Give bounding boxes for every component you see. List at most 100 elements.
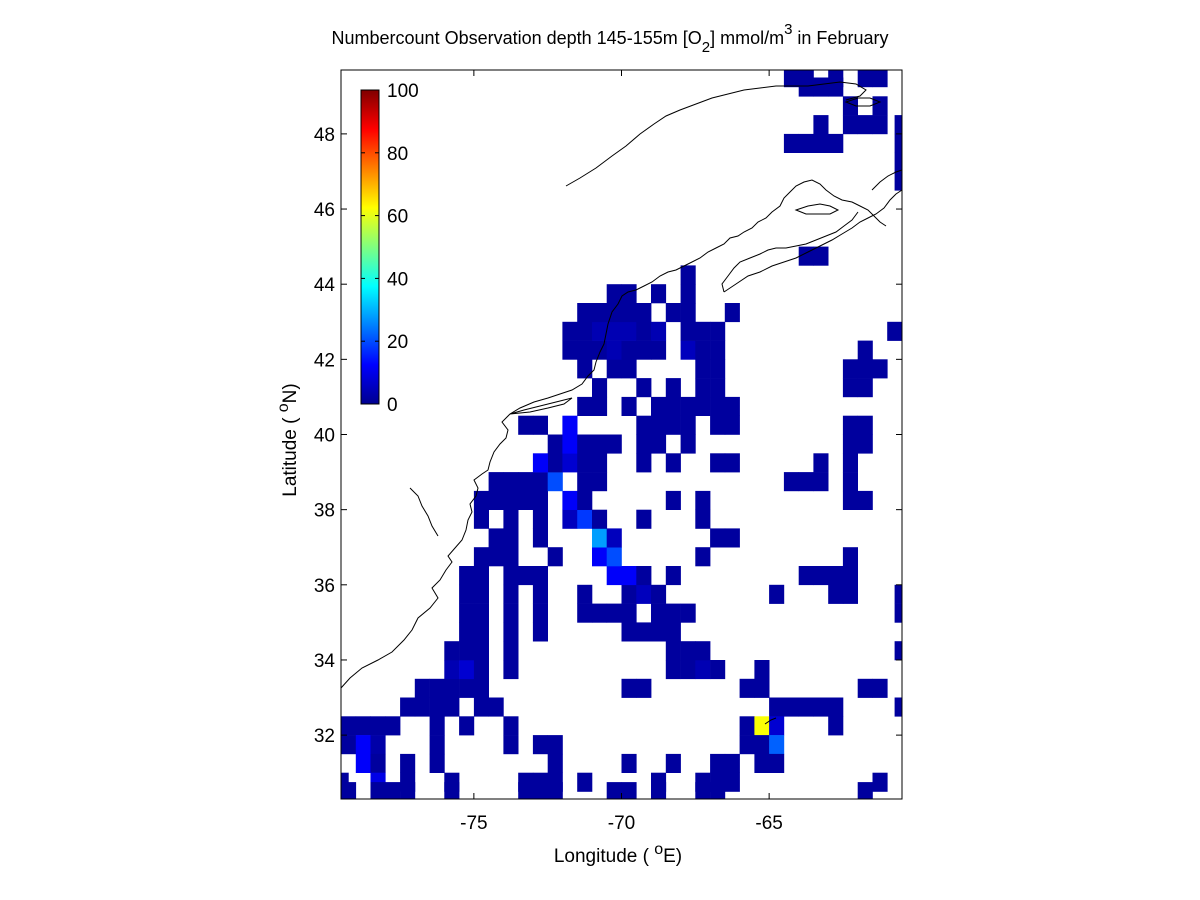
heatmap-cell <box>547 434 563 454</box>
heatmap-cell <box>636 509 652 529</box>
heatmap-cell <box>872 96 888 116</box>
heatmap-cell <box>473 566 489 586</box>
heatmap-cell <box>621 678 637 698</box>
heatmap-cell <box>503 472 519 492</box>
heatmap-cell <box>562 340 578 360</box>
heatmap-cell <box>872 678 888 698</box>
heatmap-cell <box>385 782 401 800</box>
heatmap-cell <box>783 133 799 153</box>
heatmap-cell <box>680 660 696 680</box>
heatmap-cell <box>754 716 770 736</box>
heatmap-cell <box>710 415 726 435</box>
heatmap-cell <box>592 509 608 529</box>
us-coastline <box>340 179 887 689</box>
heatmap-cell <box>651 782 667 800</box>
heatmap-cell <box>680 603 696 623</box>
heatmap-cell <box>636 584 652 604</box>
heatmap-cell <box>621 603 637 623</box>
heatmap-cell <box>532 415 548 435</box>
heatmap-cell <box>606 434 622 454</box>
heatmap-cell <box>798 566 814 586</box>
heatmap-cell <box>651 396 667 416</box>
heatmap-cell <box>710 753 726 773</box>
heatmap-cell <box>547 453 563 473</box>
heatmap-cell <box>592 472 608 492</box>
gulf-st-lawrence-coast <box>565 81 867 187</box>
heatmap-cell <box>813 115 829 135</box>
heatmap-cell <box>680 434 696 454</box>
heatmap-cell <box>695 782 711 800</box>
heatmap-cell <box>651 321 667 341</box>
heatmap-cell <box>414 678 430 698</box>
heatmap-cell <box>754 753 770 773</box>
heatmap-cell <box>651 340 667 360</box>
heatmap-cell <box>429 678 445 698</box>
heatmap-cell <box>459 584 475 604</box>
heatmap-cell <box>400 753 416 773</box>
x-axis-label: Longitude ( oE) <box>554 841 682 867</box>
heatmap-cell <box>532 584 548 604</box>
heatmap-cell <box>532 528 548 548</box>
heatmap-cell <box>695 321 711 341</box>
heatmap-cell <box>621 782 637 800</box>
heatmap-cell <box>651 434 667 454</box>
heatmap-cell <box>828 133 844 153</box>
y-tick-label: 40 <box>314 426 335 447</box>
heatmap-cell <box>695 490 711 510</box>
heatmap-cell <box>606 528 622 548</box>
heatmap-cell <box>621 321 637 341</box>
heatmap-cell <box>894 171 903 191</box>
colorbar-tick-label: 40 <box>387 269 408 290</box>
heatmap-cell <box>444 697 460 717</box>
heatmap-cell <box>813 453 829 473</box>
heatmap-cell <box>532 472 548 492</box>
heatmap-cell <box>665 396 681 416</box>
heatmap-cell <box>636 415 652 435</box>
heatmap-cell <box>651 584 667 604</box>
heatmap-cell <box>606 359 622 379</box>
heatmap-cell <box>665 753 681 773</box>
heatmap-cell <box>828 716 844 736</box>
heatmap-cell <box>665 660 681 680</box>
heatmap-cell <box>798 70 814 88</box>
heatmap-cell <box>547 547 563 567</box>
cape-breton-outline <box>871 169 903 191</box>
heatmap-cell <box>459 566 475 586</box>
heatmap-cell <box>828 697 844 717</box>
anticosti-outline <box>844 97 882 107</box>
heatmap-cell <box>695 547 711 567</box>
colorbar-tick-label: 20 <box>387 332 408 353</box>
heatmap-cell <box>857 415 873 435</box>
heatmap-cell <box>798 472 814 492</box>
heatmap-cell <box>577 340 593 360</box>
heatmap-cell <box>665 566 681 586</box>
heatmap-cell <box>562 453 578 473</box>
heatmap-cell <box>842 434 858 454</box>
heatmap-cell <box>473 641 489 661</box>
heatmap-cell <box>636 340 652 360</box>
colorbar-tick-label: 0 <box>387 395 398 416</box>
heatmap-cell <box>621 622 637 642</box>
heatmap-cell <box>857 434 873 454</box>
figure-title: Numbercount Observation depth 145-155m [… <box>332 21 889 56</box>
heatmap-cell <box>577 321 593 341</box>
heatmap-cell <box>894 584 903 604</box>
heatmap-cell <box>592 340 608 360</box>
heatmap-cell <box>606 340 622 360</box>
heatmap-cell <box>680 284 696 304</box>
heatmap-cell <box>636 321 652 341</box>
heatmap-cell <box>606 321 622 341</box>
heatmap-cell <box>503 641 519 661</box>
heatmap-cell <box>724 528 740 548</box>
heatmap-cell <box>842 453 858 473</box>
heatmap-cell <box>577 490 593 510</box>
heatmap-cell <box>665 378 681 398</box>
heatmap-cell <box>754 660 770 680</box>
heatmap-cell <box>444 660 460 680</box>
heatmap-cell <box>577 303 593 323</box>
heatmap-cell <box>894 133 903 153</box>
heatmap-cell <box>532 782 548 800</box>
heatmap-cell <box>518 415 534 435</box>
x-label-degree: o <box>654 841 663 858</box>
heatmap-cell <box>503 603 519 623</box>
